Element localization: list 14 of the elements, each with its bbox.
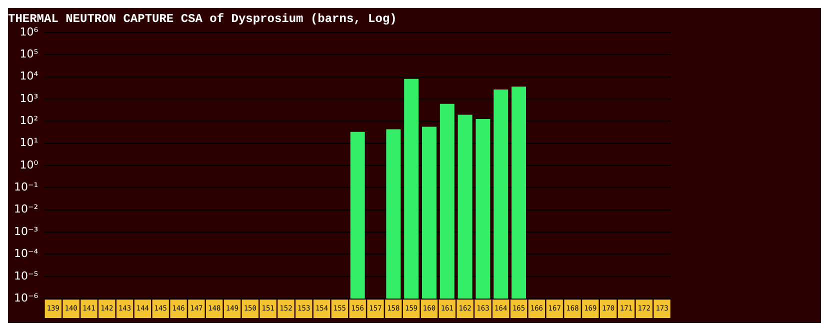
y-tick-label: 10⁶	[20, 25, 39, 38]
y-tick-label: 10⁻²	[14, 202, 38, 216]
y-tick-label: 10¹	[20, 136, 38, 150]
y-tick-label: 10⁻⁶	[14, 291, 39, 304]
y-tick-label: 10⁻¹	[14, 180, 38, 194]
y-tick-label: 10⁻⁴	[14, 247, 39, 260]
y-tick-label: 10³	[20, 92, 38, 105]
y-tick-label: 10⁴	[20, 70, 39, 83]
y-tick-label: 10⁵	[20, 47, 38, 60]
y-tick-label: 10⁻³	[14, 224, 38, 238]
y-tick-label: 10⁰	[20, 158, 39, 172]
chart-title: THERMAL NEUTRON CAPTURE CSA of Dysprosium (barns, Log)	[8, 12, 397, 26]
y-tick-label: 10²	[20, 114, 38, 127]
y-tick-label: 10⁻⁵	[14, 269, 38, 282]
